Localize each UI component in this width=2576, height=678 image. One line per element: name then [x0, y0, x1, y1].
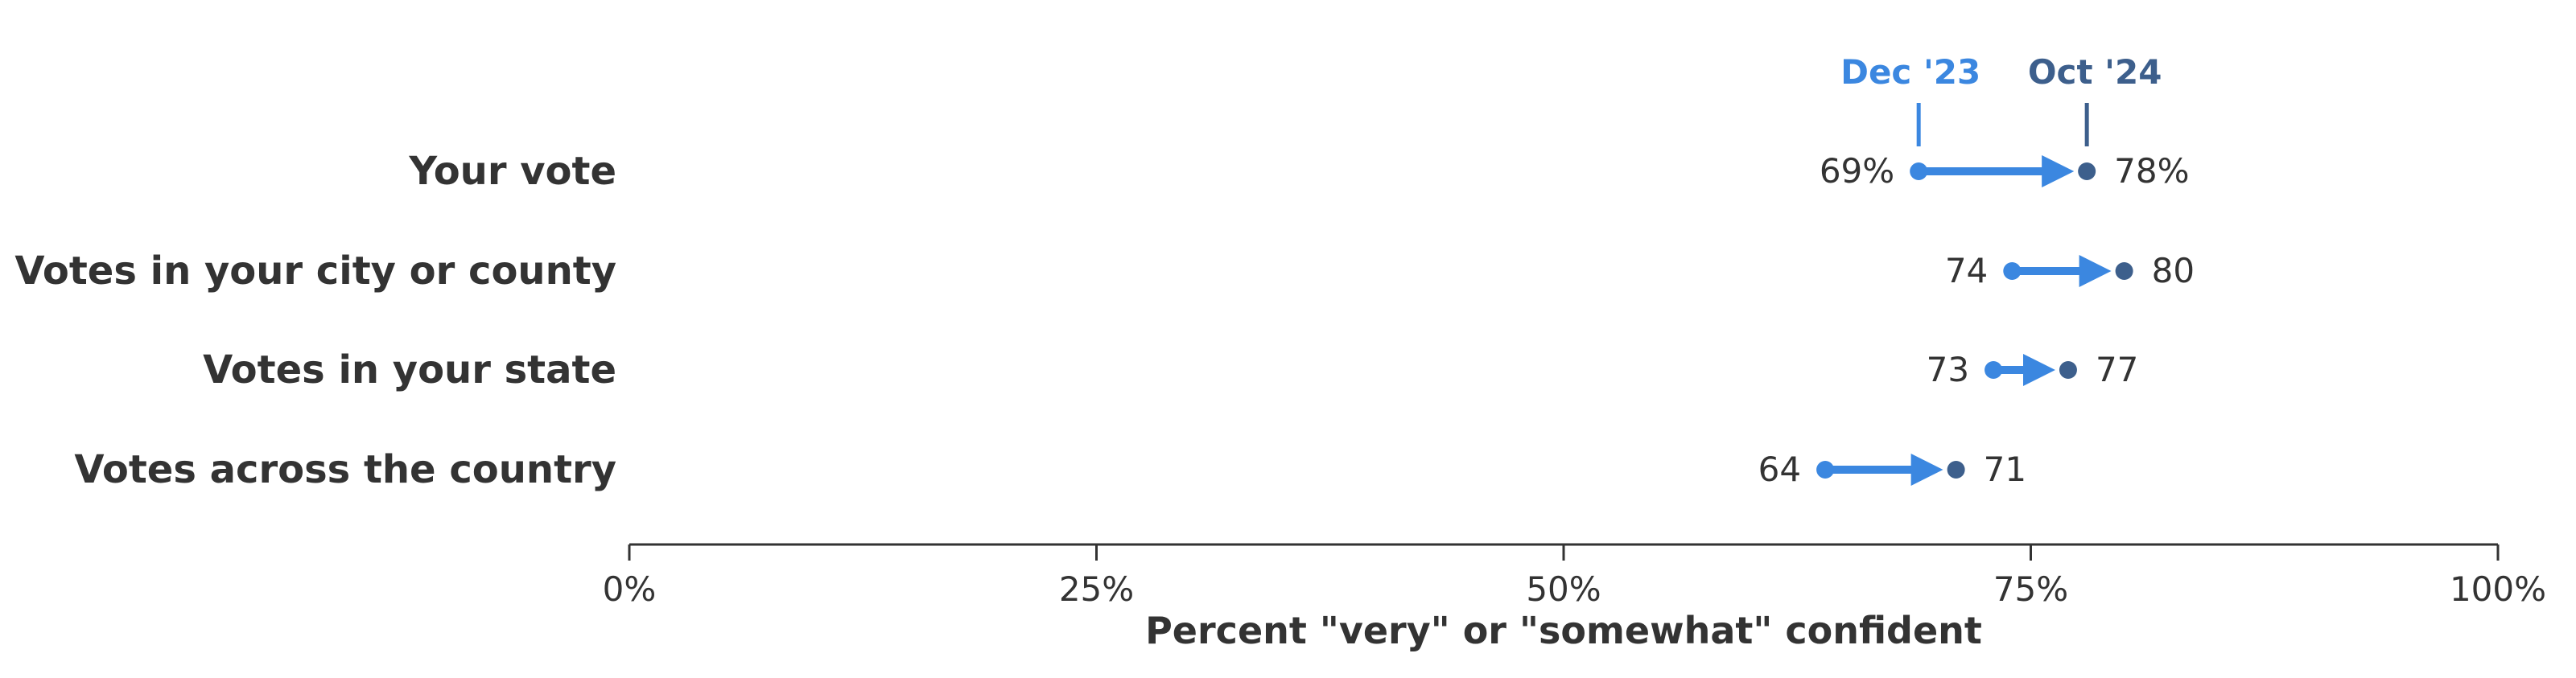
x-tick-label: 75%: [1993, 569, 2068, 609]
x-tick-label: 25%: [1059, 569, 1134, 609]
value-label-end: 80: [2152, 251, 2195, 290]
dot-start: [2003, 262, 2022, 280]
dot-end: [2115, 262, 2133, 280]
plot-area: Your vote 69% 78% Votes in your city or cou…: [14, 149, 2195, 492]
value-label-end: 77: [2096, 350, 2138, 389]
value-label-end: 78%: [2114, 151, 2189, 191]
x-tick-label: 0%: [603, 569, 657, 609]
x-axis-title: Percent "very" or "somewhat" confident: [1145, 609, 1982, 652]
value-label-start: 69%: [1820, 151, 1894, 191]
dot-end: [2059, 361, 2077, 379]
legend-label: Dec '23: [1840, 52, 1980, 92]
value-label-end: 71: [1984, 450, 2026, 489]
legend: Dec '23 Oct '24: [1840, 52, 2162, 146]
dot-start: [1910, 162, 1928, 180]
category-label: Votes across the country: [74, 447, 616, 492]
x-tick-label: 50%: [1526, 569, 1601, 609]
legend-label: Oct '24: [2028, 52, 2162, 92]
value-label-start: 74: [1945, 251, 1988, 290]
x-tick-label: 100%: [2450, 569, 2546, 609]
category-label: Your vote: [408, 149, 616, 194]
x-axis: 0% 25% 50% 75% 100% Percent "very" or "somewh…: [603, 543, 2546, 652]
category-label: Votes in your city or county: [14, 249, 616, 294]
dot-end: [2078, 162, 2096, 180]
dot-end: [1947, 461, 1965, 479]
category-label: Votes in your state: [203, 347, 616, 392]
dot-start: [1816, 461, 1835, 479]
value-label-start: 73: [1927, 350, 1969, 389]
dot-start: [1985, 361, 2003, 379]
value-label-start: 64: [1758, 450, 1801, 489]
